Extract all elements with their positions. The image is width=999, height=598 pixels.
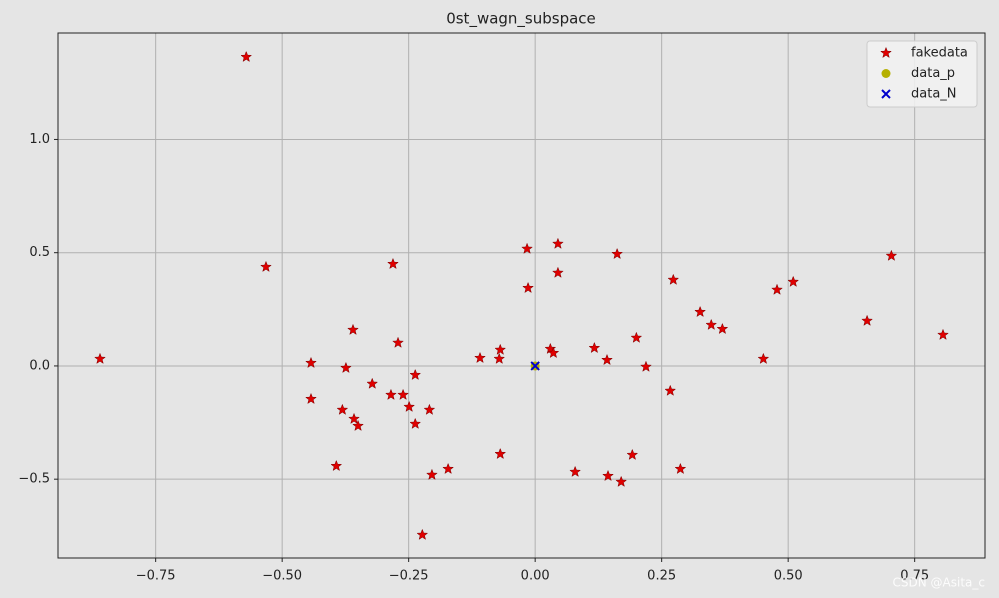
point xyxy=(530,361,540,371)
point xyxy=(757,352,770,364)
point xyxy=(521,242,533,254)
point xyxy=(442,462,455,475)
legend-label: data_p xyxy=(911,66,955,81)
point xyxy=(397,388,410,400)
point xyxy=(403,400,416,412)
point xyxy=(94,352,106,364)
point xyxy=(347,323,359,335)
point xyxy=(474,351,486,364)
point xyxy=(674,462,687,475)
point xyxy=(626,448,639,460)
x-tick-label: 0.25 xyxy=(647,569,676,584)
legend-marker xyxy=(881,69,891,78)
y-tick-label: 0.0 xyxy=(29,358,50,373)
point xyxy=(494,343,507,355)
point xyxy=(240,50,253,63)
x-tick-label: −0.25 xyxy=(389,569,429,584)
point xyxy=(423,403,436,415)
point xyxy=(694,305,707,318)
axes-frame xyxy=(57,32,986,559)
point xyxy=(416,528,429,540)
point xyxy=(385,388,397,400)
y-tick-label: −0.5 xyxy=(18,472,50,487)
point xyxy=(602,469,614,482)
plot-area xyxy=(58,33,985,558)
point xyxy=(861,314,874,326)
legend-label: fakedata xyxy=(911,46,968,61)
point xyxy=(664,384,677,396)
point xyxy=(494,447,507,460)
point xyxy=(305,392,317,405)
point xyxy=(885,249,898,261)
point xyxy=(352,419,364,431)
x-tick-label: 0.75 xyxy=(900,569,929,584)
point xyxy=(552,266,564,278)
point xyxy=(409,368,422,381)
point xyxy=(615,475,628,487)
point xyxy=(705,318,718,330)
legend-marker xyxy=(881,89,891,99)
point xyxy=(387,257,399,270)
y-tick-label: 1.0 xyxy=(29,132,50,147)
legend-marker xyxy=(880,46,892,59)
point xyxy=(552,237,564,249)
point xyxy=(260,260,272,272)
point xyxy=(588,341,601,354)
point xyxy=(716,322,729,335)
point xyxy=(640,360,652,372)
x-tick-label: 0.00 xyxy=(521,569,550,584)
x-tick-label: −0.50 xyxy=(262,569,302,584)
chart-title: 0st_wagn_subspace xyxy=(446,10,596,29)
y-tick-label: 0.5 xyxy=(29,245,50,260)
point xyxy=(366,377,379,389)
point xyxy=(937,328,949,340)
point xyxy=(336,403,349,415)
point xyxy=(493,352,506,364)
point xyxy=(787,275,800,287)
point xyxy=(771,283,783,295)
point xyxy=(426,468,438,480)
legend-box xyxy=(866,40,978,108)
point xyxy=(340,361,352,374)
x-tick-label: 0.50 xyxy=(774,569,803,584)
point xyxy=(392,336,404,348)
point xyxy=(522,281,534,294)
watermark: CSDN @Asita_c xyxy=(893,576,985,590)
point xyxy=(611,247,624,260)
point xyxy=(409,417,422,429)
point xyxy=(630,331,643,343)
point xyxy=(569,465,582,477)
point xyxy=(330,459,343,472)
legend-label: data_N xyxy=(911,87,957,102)
point xyxy=(305,356,317,369)
point xyxy=(547,346,560,359)
x-tick-label: −0.75 xyxy=(136,569,176,584)
point xyxy=(667,273,680,285)
point xyxy=(601,353,613,366)
point xyxy=(348,412,360,424)
